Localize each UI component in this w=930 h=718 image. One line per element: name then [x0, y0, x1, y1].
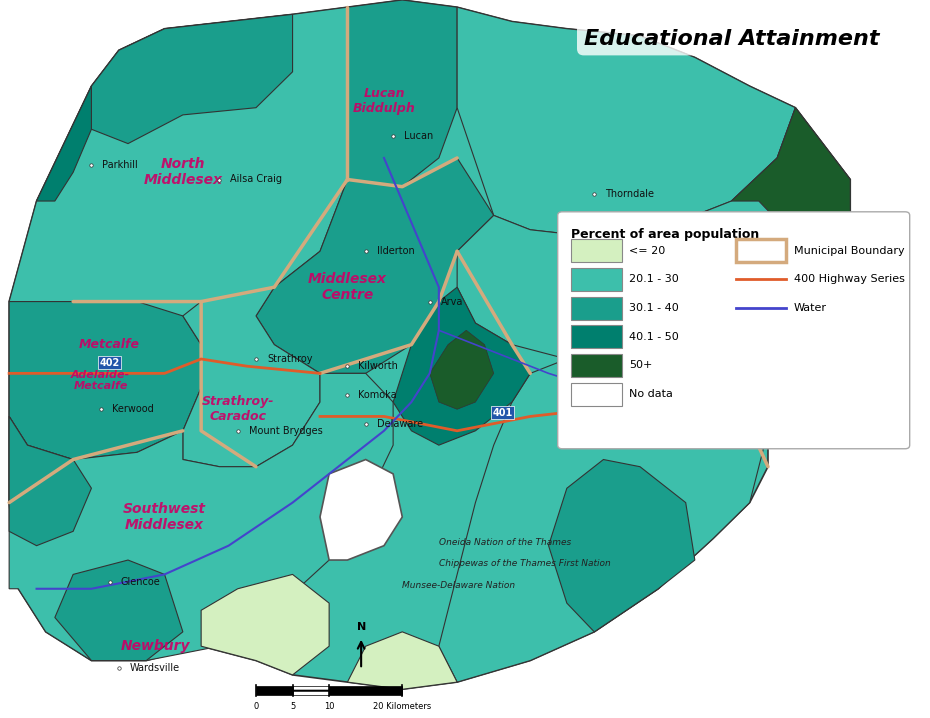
- Polygon shape: [348, 0, 458, 194]
- Polygon shape: [348, 632, 458, 689]
- Text: 5: 5: [290, 702, 295, 712]
- Polygon shape: [9, 7, 348, 302]
- Text: Thames
Centre: Thames Centre: [573, 258, 634, 288]
- Text: Wardsville: Wardsville: [130, 663, 179, 673]
- Text: <= 20: <= 20: [629, 246, 665, 256]
- Text: Mount Brydges: Mount Brydges: [248, 426, 323, 436]
- Text: Lucan: Lucan: [405, 131, 433, 141]
- Polygon shape: [9, 0, 850, 689]
- Text: Chippewas of the Thames First Nation: Chippewas of the Thames First Nation: [439, 559, 611, 568]
- Polygon shape: [55, 560, 183, 661]
- Text: 400 Highway Series: 400 Highway Series: [793, 274, 905, 284]
- Bar: [571, 325, 621, 348]
- Polygon shape: [320, 460, 403, 560]
- Text: North
Middlesex: North Middlesex: [143, 157, 222, 187]
- Text: 40.1 - 50: 40.1 - 50: [629, 332, 679, 342]
- Polygon shape: [183, 287, 320, 467]
- Text: N: N: [356, 622, 365, 632]
- Bar: [293, 686, 329, 695]
- Text: Strathroy: Strathroy: [267, 354, 312, 364]
- FancyBboxPatch shape: [558, 212, 910, 449]
- Text: Parkhill: Parkhill: [102, 160, 139, 170]
- Bar: [256, 686, 293, 695]
- Text: 402: 402: [100, 358, 120, 368]
- Text: Percent of area population: Percent of area population: [571, 228, 760, 241]
- Polygon shape: [256, 158, 494, 373]
- Text: Adelaide-
Metcalfe: Adelaide- Metcalfe: [71, 370, 130, 391]
- Polygon shape: [393, 287, 530, 445]
- Polygon shape: [458, 108, 850, 388]
- Text: 50+: 50+: [629, 360, 652, 370]
- Polygon shape: [549, 460, 695, 632]
- Text: Educational Attainment: Educational Attainment: [584, 29, 879, 49]
- Bar: [736, 239, 786, 262]
- Text: Metcalfe: Metcalfe: [79, 338, 140, 351]
- Bar: [571, 354, 621, 377]
- Text: No data: No data: [629, 389, 673, 399]
- Text: Municipal Boundary: Municipal Boundary: [793, 246, 904, 256]
- Bar: [329, 686, 403, 695]
- Text: 20 Kilometers: 20 Kilometers: [373, 702, 432, 712]
- Text: Water: Water: [793, 303, 827, 313]
- Polygon shape: [731, 108, 850, 345]
- Text: Middlesex
Centre: Middlesex Centre: [308, 272, 387, 302]
- Text: 10: 10: [324, 702, 335, 712]
- Text: 30.1 - 40: 30.1 - 40: [629, 303, 679, 313]
- Polygon shape: [201, 574, 329, 675]
- Text: 0: 0: [253, 702, 259, 712]
- Text: Komoka: Komoka: [358, 390, 397, 400]
- Text: 401: 401: [493, 408, 513, 418]
- Bar: [571, 239, 621, 262]
- Polygon shape: [9, 416, 91, 546]
- Polygon shape: [91, 14, 293, 144]
- Polygon shape: [458, 7, 795, 237]
- Polygon shape: [430, 330, 494, 409]
- Text: 20.1 - 30: 20.1 - 30: [629, 274, 679, 284]
- Bar: [571, 383, 621, 406]
- Text: Strathroy-
Caradoc: Strathroy- Caradoc: [202, 396, 274, 423]
- Polygon shape: [695, 316, 804, 388]
- Text: Ilderton: Ilderton: [377, 246, 415, 256]
- Text: Newbury: Newbury: [121, 639, 190, 653]
- Text: Dorchester: Dorchester: [687, 354, 741, 364]
- Text: Southwest
Middlesex: Southwest Middlesex: [123, 502, 206, 532]
- Text: Kilworth: Kilworth: [358, 361, 398, 371]
- Bar: [571, 268, 621, 291]
- Polygon shape: [9, 302, 201, 460]
- Polygon shape: [36, 86, 91, 201]
- Text: Thorndale: Thorndale: [605, 189, 654, 199]
- Text: Delaware: Delaware: [377, 419, 423, 429]
- Text: Ailsa Craig: Ailsa Craig: [231, 174, 283, 185]
- Text: Lucan
Biddulph: Lucan Biddulph: [352, 87, 416, 114]
- Text: Arva: Arva: [441, 297, 463, 307]
- Polygon shape: [9, 373, 393, 661]
- Text: Oneida Nation of the Thames: Oneida Nation of the Thames: [439, 538, 571, 546]
- Polygon shape: [439, 359, 768, 682]
- Bar: [571, 297, 621, 320]
- Text: Munsee-Delaware Nation: Munsee-Delaware Nation: [403, 581, 515, 589]
- Text: Glencoe: Glencoe: [121, 577, 161, 587]
- Text: Kerwood: Kerwood: [112, 404, 153, 414]
